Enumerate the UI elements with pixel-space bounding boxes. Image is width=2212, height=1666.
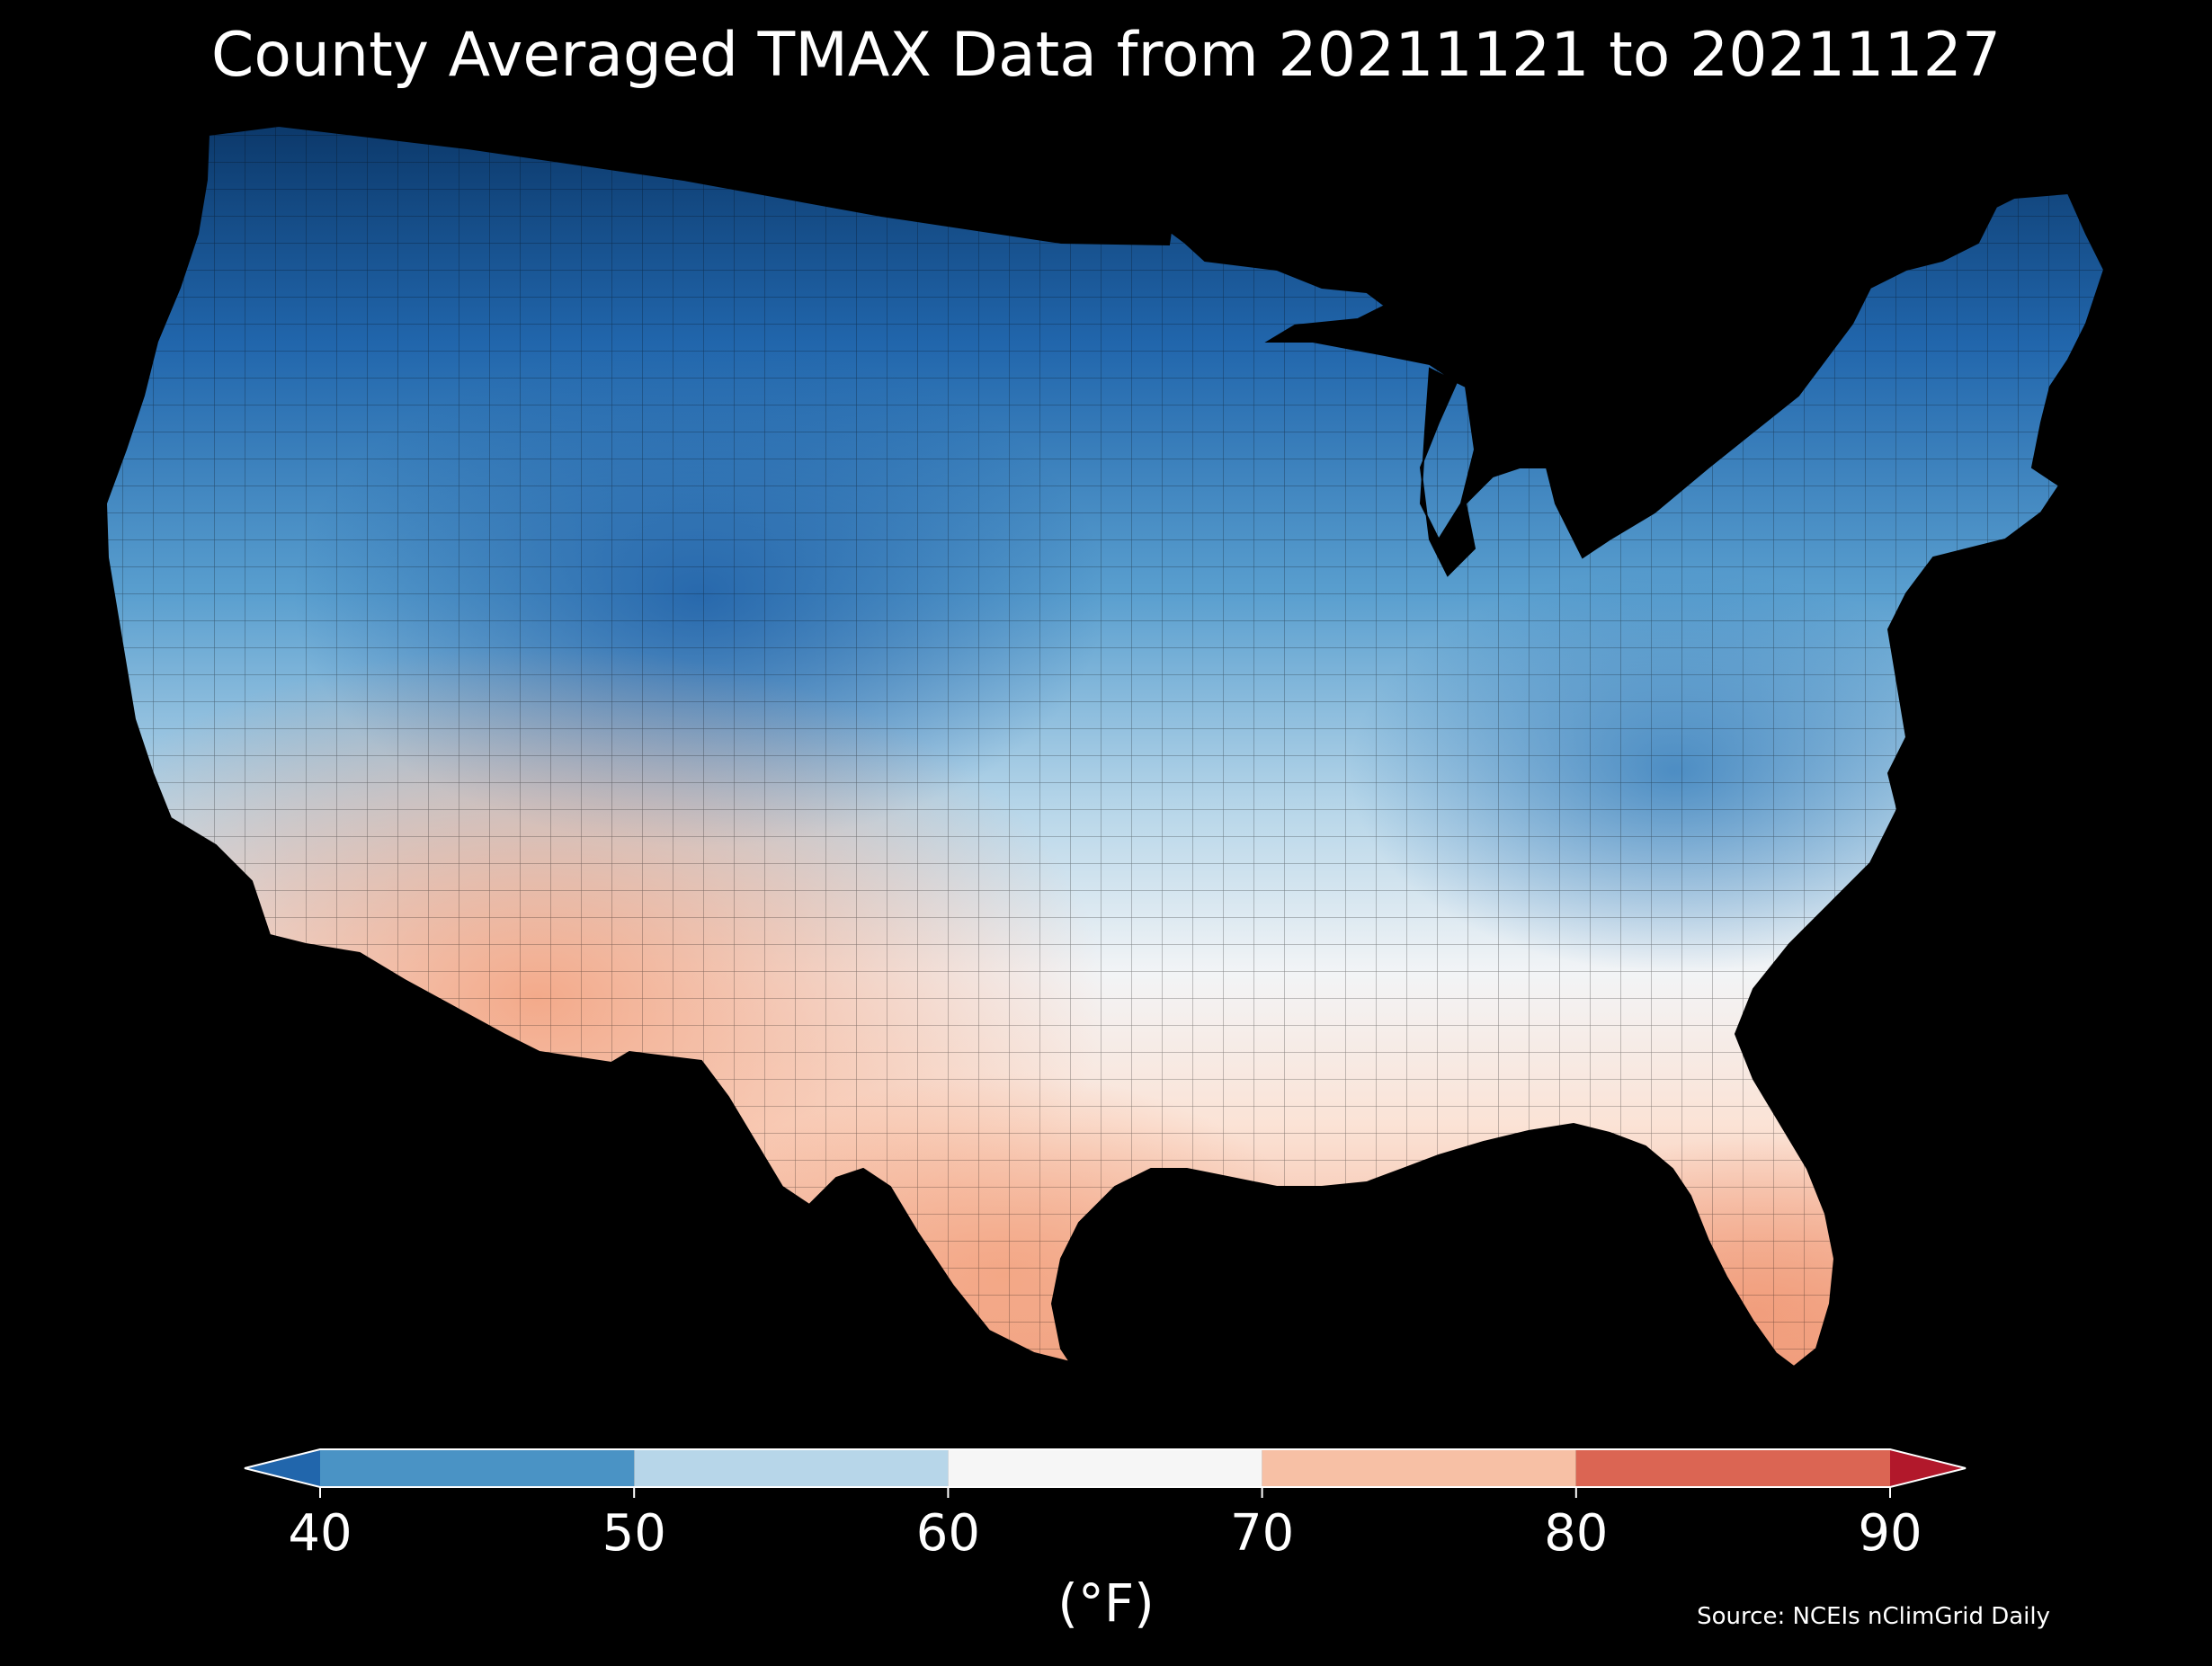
colorbar-tick-label: 50 [602,1504,666,1563]
colorbar-tick-label: 40 [288,1504,352,1563]
colorbar-tick-label: 70 [1230,1504,1294,1563]
colorbar-tick-label: 90 [1858,1504,1922,1563]
map-title: County Averaged TMAX Data from 20211121 … [210,20,2002,91]
colorbar-bin-3 [1262,1449,1576,1487]
colorbar-unit-label: (°F) [1057,1572,1155,1634]
colorbar-extend-low [245,1449,320,1487]
colorbar-tick-label: 80 [1544,1504,1608,1563]
colorbar-bin-2 [948,1449,1262,1487]
colorbar-tick-label: 60 [916,1504,980,1563]
colorbar-bin-1 [634,1449,949,1487]
source-note: Source: NCEIs nClimGrid Daily [1697,1603,2050,1630]
colorbar-bin-0 [320,1449,635,1487]
colorbar-bin-4 [1575,1449,1890,1487]
colorbar-extend-high [1890,1449,1966,1487]
